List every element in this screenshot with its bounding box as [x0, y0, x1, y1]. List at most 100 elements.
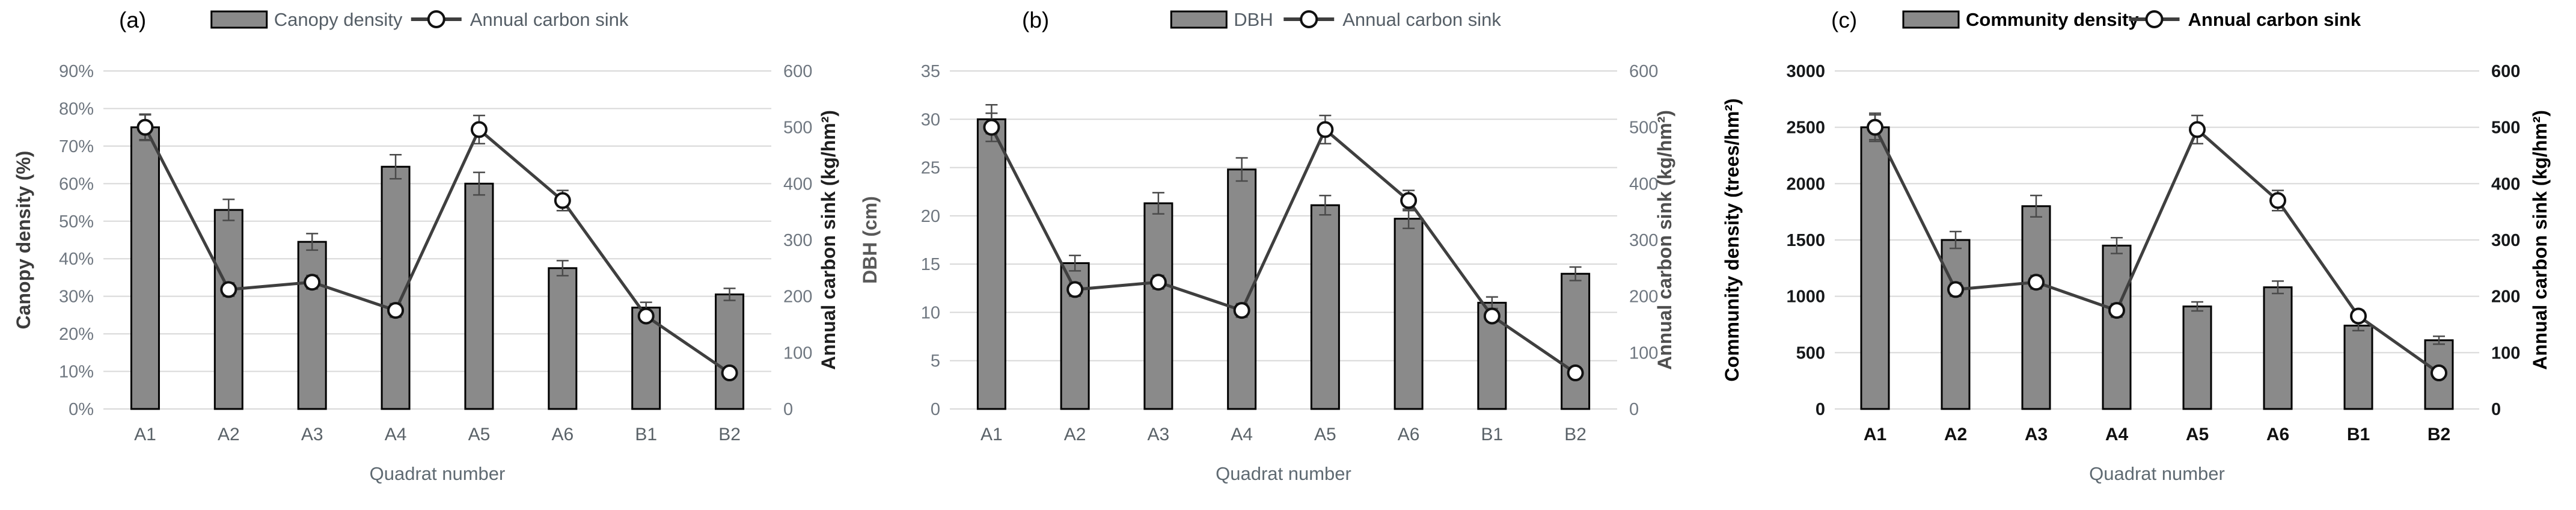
line-point-A1: [1867, 118, 1883, 136]
right-axis-title: Annual carbon sink (kg/hm²): [2529, 110, 2551, 370]
bar-A5: [2182, 306, 2212, 410]
x-axis-label: A1: [981, 425, 1003, 444]
left-axis-tick: 15: [921, 255, 940, 274]
panel-group-b: 0 5 10 15 20 25 30 35 0 100 200 300 400 500 600 A1 A2 A3 A…: [859, 8, 1675, 484]
right-axis-tick: 0: [1629, 400, 1639, 419]
right-axis-title: Annual carbon sink (kg/hm²): [1654, 110, 1675, 370]
x-axis-title: Quadrat number: [1216, 463, 1351, 484]
left-axis-tick: 70%: [59, 137, 94, 156]
bar-A6: [548, 267, 578, 410]
line-point-B1: [637, 307, 655, 325]
x-axis-label: A2: [1944, 425, 1967, 444]
line-point-A5: [470, 121, 488, 138]
line-point-A3: [1149, 274, 1167, 291]
panel-label: (a): [119, 8, 146, 32]
x-axis-title: Quadrat number: [370, 463, 506, 484]
legend-line-label: Annual carbon sink: [2188, 9, 2361, 30]
x-axis-label: B1: [1481, 425, 1504, 444]
left-axis-tick: 2500: [1786, 118, 1825, 138]
x-axis-label: A4: [2105, 425, 2129, 444]
left-axis-tick: 0: [931, 400, 940, 419]
right-axis-tick: 300: [783, 231, 812, 250]
bar-A6: [2263, 286, 2293, 410]
right-axis-tick: 500: [783, 118, 812, 138]
line-point-A5: [2189, 121, 2206, 138]
left-axis-tick: 35: [921, 62, 940, 81]
left-axis-tick: 0: [1816, 400, 1825, 419]
panel-a: 0% 10% 20% 30% 40% 50% 60% 70% 80% 90% 0 100 200 300 4…: [0, 0, 858, 507]
line-point-B2: [1567, 364, 1584, 382]
left-axis-tick: 20: [921, 207, 940, 226]
bar-A1: [976, 118, 1006, 410]
carbon-sink-line: [990, 126, 1577, 375]
bar-B2: [715, 293, 745, 410]
left-axis-title: Community density (trees/hm²): [1721, 98, 1743, 381]
x-axis-label: A3: [301, 425, 323, 444]
x-axis-label: B2: [2428, 425, 2450, 444]
right-axis-tick: 200: [1629, 287, 1658, 307]
left-axis-tick: 30%: [59, 287, 94, 307]
x-axis-label: A2: [218, 425, 240, 444]
panel-group-a: 0% 10% 20% 30% 40% 50% 60% 70% 80% 90% 0 100 200 300 4…: [13, 8, 839, 484]
line-point-A4: [387, 302, 405, 319]
bar-A3: [2021, 205, 2051, 410]
x-axis-label: A5: [468, 425, 491, 444]
left-axis-tick: 3000: [1786, 62, 1825, 81]
x-axis-label: A6: [1398, 425, 1420, 444]
bar-B2: [1561, 272, 1591, 410]
right-axis-tick: 500: [2491, 118, 2520, 138]
legend-bar-label: Canopy density: [274, 9, 403, 30]
x-axis-label: A6: [2266, 425, 2289, 444]
bar-series: [976, 103, 1591, 410]
left-axis-tick: 1500: [1786, 231, 1825, 250]
bar-A6: [1394, 218, 1424, 410]
right-axis-tick: 600: [2491, 62, 2520, 81]
bar-A1: [1860, 126, 1890, 410]
x-axis-label: A4: [385, 425, 407, 444]
left-axis-tick: 60%: [59, 174, 94, 194]
line-point-A2: [1947, 281, 1964, 298]
left-axis-title: Canopy density (%): [13, 151, 34, 330]
line-point-A3: [2028, 274, 2045, 291]
right-axis-tick: 0: [783, 400, 793, 419]
x-axis-label: A4: [1231, 425, 1253, 444]
line-point-A4: [2108, 302, 2125, 319]
carbon-sink-line: [144, 126, 730, 375]
left-axis-tick: 0%: [69, 400, 94, 419]
bar-B1: [631, 306, 661, 410]
bar-A3: [1143, 202, 1173, 410]
legend-line-marker: [1300, 10, 1318, 28]
line-series: [1867, 112, 2447, 382]
bar-A2: [1941, 239, 1971, 410]
right-axis-tick: 400: [2491, 174, 2520, 194]
chart-svg-c: 0 500 1000 1500 2000 2500 3000 0 100 200 300 400 500…: [1721, 8, 2551, 484]
bar-A4: [2102, 244, 2132, 410]
left-axis-tick: 90%: [59, 62, 94, 81]
panel-label: (b): [1022, 8, 1049, 32]
left-axis-tick: 5: [931, 352, 940, 371]
chart-svg-b: 0 5 10 15 20 25 30 35 0 100 200 300 400 500 600 A1 A2 A3 A…: [859, 8, 1675, 484]
right-axis-tick: 300: [1629, 231, 1658, 250]
line-point-B2: [2431, 364, 2447, 382]
left-axis-tick: 2000: [1786, 174, 1825, 194]
right-axis-tick: 400: [1629, 174, 1658, 194]
x-axis-title: Quadrat number: [2089, 463, 2225, 484]
left-axis-tick: 80%: [59, 99, 94, 118]
legend: (a) Canopy density Annual carbon sink: [119, 8, 629, 32]
line-point-A1: [983, 118, 1000, 136]
left-axis-tick: 25: [921, 159, 940, 178]
bar-B2: [2424, 339, 2454, 410]
bar-B1: [2343, 324, 2373, 410]
right-axis-tick: 300: [2491, 231, 2520, 250]
x-axis-label: A3: [2025, 425, 2048, 444]
legend: (c) Community density Annual carbon sink: [1831, 8, 2361, 32]
right-axis-tick: 200: [2491, 287, 2520, 307]
x-axis-label: A2: [1064, 425, 1086, 444]
right-axis-tick: 400: [783, 174, 812, 194]
right-axis-tick: 600: [1629, 62, 1658, 81]
carbon-sink-line: [1873, 126, 2440, 375]
legend-bar-swatch: [210, 10, 268, 29]
left-axis-tick: 40%: [59, 250, 94, 269]
line-point-A3: [304, 274, 321, 291]
